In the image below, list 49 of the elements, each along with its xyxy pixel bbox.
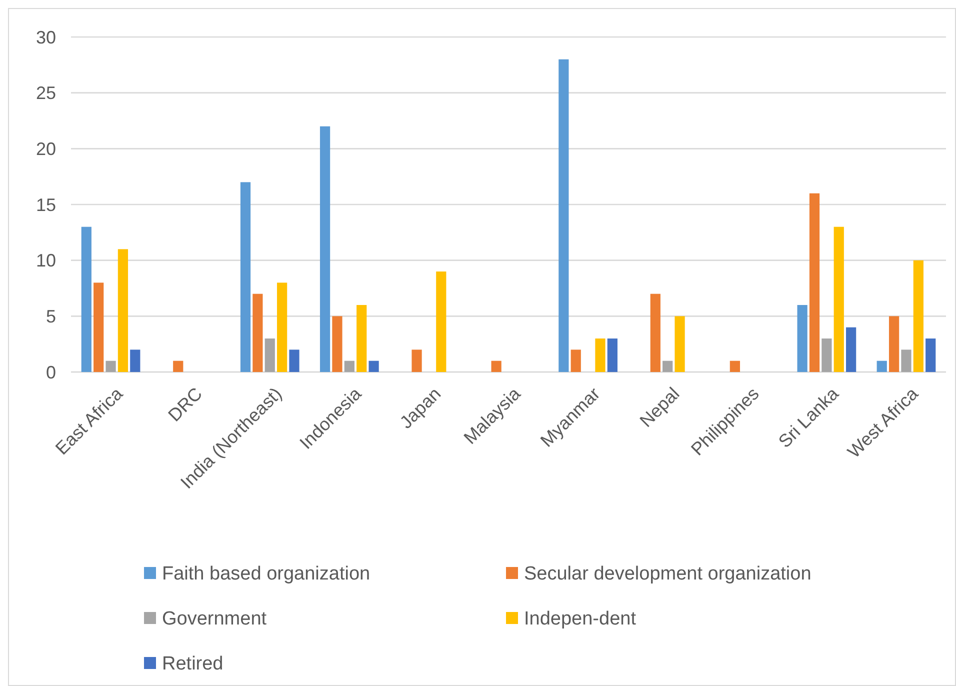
y-tick-label: 30 (36, 27, 56, 48)
bar (846, 327, 856, 372)
bar (81, 226, 92, 372)
bar (558, 59, 569, 372)
bar (926, 338, 936, 372)
y-tick-label: 25 (36, 83, 56, 104)
y-tick-label: 15 (36, 194, 56, 215)
bar (595, 338, 606, 372)
bar (240, 182, 251, 372)
y-tick-label: 20 (36, 138, 56, 159)
bar (822, 338, 832, 372)
legend-label: Retired (162, 654, 224, 675)
bar (650, 294, 660, 372)
bar (289, 350, 300, 372)
bar (607, 338, 618, 372)
bar (276, 282, 288, 372)
bar (913, 260, 924, 372)
y-tick-label: 10 (36, 250, 56, 271)
legend-label: Government (162, 608, 268, 630)
bar (491, 360, 502, 372)
legend-label: Indepen-dent (524, 608, 637, 630)
legend-label: Secular development organization (524, 564, 812, 585)
bar (106, 360, 116, 372)
bar (94, 282, 104, 372)
y-tick-label: 5 (46, 306, 56, 326)
bar (412, 350, 422, 372)
bar (876, 360, 887, 372)
bar (173, 360, 184, 372)
bar (118, 249, 128, 372)
legend-label: Faith based organization (162, 564, 370, 585)
bar (674, 316, 685, 372)
bar (901, 350, 912, 372)
bar (888, 316, 900, 372)
bar (662, 360, 673, 372)
bar (834, 226, 844, 372)
bar (570, 350, 581, 372)
bar (809, 193, 820, 372)
bar (320, 126, 330, 372)
bar (797, 305, 808, 372)
y-tick-label: 0 (46, 362, 56, 382)
bar (264, 338, 275, 372)
bar (344, 360, 354, 372)
bar (368, 360, 379, 372)
bar (252, 294, 263, 372)
bar (436, 272, 446, 372)
bar (356, 305, 367, 372)
bar (730, 360, 740, 372)
bar (332, 316, 342, 372)
bar (130, 350, 140, 372)
